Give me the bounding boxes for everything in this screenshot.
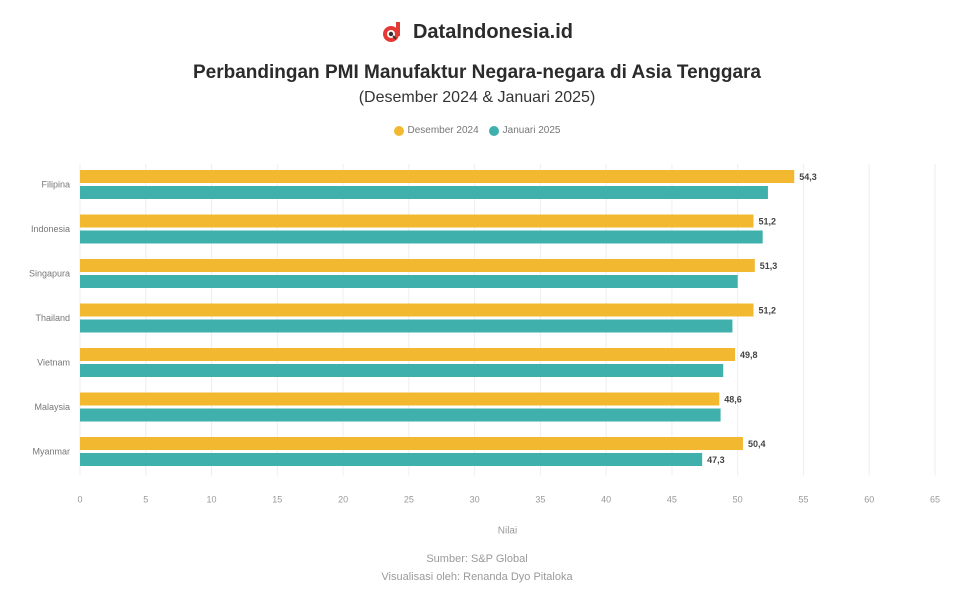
x-tick-label: 10 <box>207 495 217 505</box>
brand-name: DataIndonesia.id <box>412 20 574 43</box>
x-tick-label: 20 <box>338 495 348 505</box>
bar <box>80 214 754 228</box>
data-label: 54,3 <box>799 172 817 182</box>
bar-chart: 0 5 10 15 20 25 30 35 40 45 50 55 60 65 Nilai Filipina 5… <box>29 164 940 537</box>
bar <box>80 364 724 377</box>
bar <box>80 453 703 466</box>
x-tick-label: 40 <box>601 495 611 505</box>
bar <box>80 319 733 333</box>
chart-legend: Desember 2024 Januari 2025 <box>0 125 954 136</box>
bar <box>80 230 763 244</box>
dataindonesia-logo-icon <box>382 22 400 42</box>
bar <box>80 408 721 422</box>
x-axis-label: Nilai <box>498 526 517 537</box>
bar <box>80 186 768 199</box>
legend-label: Januari 2025 <box>502 125 561 136</box>
bar <box>80 170 795 183</box>
data-label: 48,6 <box>724 395 742 405</box>
bar <box>80 348 736 361</box>
data-label: 49,8 <box>740 350 758 360</box>
data-label: 51,3 <box>760 261 778 271</box>
chart-title: Perbandingan PMI Manufaktur Negara-negar… <box>192 62 761 83</box>
bar <box>80 392 720 406</box>
bar <box>80 303 754 317</box>
x-tick-label: 35 <box>535 495 545 505</box>
category-label: Malaysia <box>34 402 70 412</box>
data-label: 47,3 <box>707 455 725 465</box>
category-label: Filipina <box>41 180 70 190</box>
legend-item-januari[interactable]: Januari 2025 <box>488 125 561 136</box>
x-tick-label: 65 <box>930 495 940 505</box>
legend-swatch <box>393 125 404 136</box>
category-label: Vietnam <box>37 358 70 368</box>
data-label: 50,4 <box>748 439 766 449</box>
source-note: Sumber: S&P Global <box>426 553 528 565</box>
x-tick-label: 45 <box>667 495 677 505</box>
x-tick-label: 30 <box>470 495 480 505</box>
x-tick-label: 25 <box>404 495 414 505</box>
x-tick-label: 55 <box>798 495 808 505</box>
category-label: Myanmar <box>32 447 70 457</box>
data-label: 51,2 <box>758 306 776 316</box>
data-label: 51,2 <box>758 217 776 227</box>
chart-footer: Sumber: S&P Global Visualisasi oleh: Ren… <box>0 550 954 586</box>
category-label: Thailand <box>35 313 70 323</box>
x-tick-label: 5 <box>143 495 148 505</box>
credit-note: Visualisasi oleh: Renanda Dyo Pitaloka <box>381 571 573 583</box>
brand: DataIndonesia.id <box>0 20 954 44</box>
legend-label: Desember 2024 <box>407 125 479 136</box>
x-tick-label: 15 <box>272 495 282 505</box>
bar <box>80 259 755 272</box>
x-tick-label: 60 <box>864 495 874 505</box>
category-label: Singapura <box>29 269 70 279</box>
category-label: Indonesia <box>31 224 70 234</box>
legend-item-desember[interactable]: Desember 2024 <box>393 125 479 136</box>
chart-subtitle: (Desember 2024 & Januari 2025) <box>358 89 596 106</box>
bar <box>80 437 743 450</box>
x-tick-label: 0 <box>77 495 82 505</box>
x-tick-label: 50 <box>733 495 743 505</box>
bar <box>80 275 738 288</box>
legend-swatch <box>488 125 499 136</box>
